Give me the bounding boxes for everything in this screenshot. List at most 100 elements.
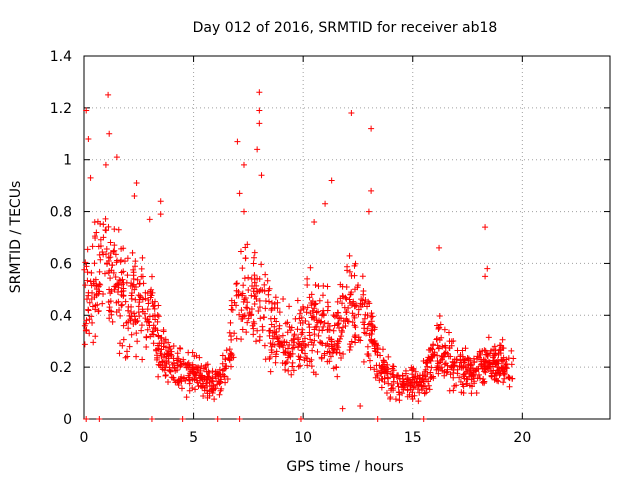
data-point [151,305,158,312]
data-point [459,347,466,354]
data-point [131,310,138,317]
data-point [157,350,164,357]
data-point [464,366,471,373]
data-point [233,280,240,287]
data-point [165,379,172,386]
data-point [228,306,235,313]
data-point [83,263,90,270]
data-point [494,357,501,364]
data-point [89,319,96,326]
data-point [481,363,488,370]
data-point [501,370,508,377]
data-point [254,146,261,153]
data-point [416,376,423,383]
data-point [315,308,322,315]
data-point [201,375,208,382]
data-point [84,246,91,253]
data-point [334,373,341,380]
data-point [96,251,103,258]
y-tick-label: 0 [63,412,72,428]
data-point [299,338,306,345]
data-point [315,317,322,324]
data-point [139,273,146,280]
data-point [276,325,283,332]
data-point [262,271,269,278]
data-point [96,288,103,295]
data-point [185,349,192,356]
data-point [445,353,452,360]
data-point [242,255,249,262]
data-point [430,341,437,348]
data-point [167,368,174,375]
data-point [280,295,287,302]
data-point [428,345,435,352]
data-point [93,282,100,289]
data-point [116,307,123,314]
data-point [506,375,513,382]
data-point [437,358,444,365]
data-point [456,363,463,370]
data-point [128,308,135,315]
data-point [250,331,257,338]
data-point [302,318,309,325]
data-point [130,275,137,282]
data-point [106,315,113,322]
data-point [294,297,301,304]
data-point [388,382,395,389]
data-point [385,353,392,360]
data-point [351,272,358,279]
data-point [250,325,257,332]
data-point [238,315,245,322]
data-point [441,326,448,333]
data-point [423,360,430,367]
data-point [118,302,125,309]
data-point [115,284,122,291]
data-point [137,294,144,301]
data-point [426,386,433,393]
data-point [147,333,154,340]
data-point [135,303,142,310]
data-point [105,258,112,265]
data-point [215,370,222,377]
data-point [309,347,316,354]
data-point [439,352,446,359]
data-point [233,302,240,309]
data-point [240,161,247,168]
data-point [305,341,312,348]
data-point [100,221,107,228]
data-point [379,346,386,353]
data-point [291,331,298,338]
data-point [108,267,115,274]
data-point [136,299,143,306]
data-point [161,367,168,374]
data-point [458,359,465,366]
data-point [333,342,340,349]
data-point [357,403,364,410]
data-point [438,353,445,360]
data-point [89,289,96,296]
data-point [248,305,255,312]
data-point [459,381,466,388]
data-point [233,280,240,287]
data-point [251,301,258,308]
data-point [120,292,127,299]
data-point [505,373,512,380]
data-point [155,373,162,380]
data-point [251,279,258,286]
data-point [304,304,311,311]
data-point [117,277,124,284]
data-point [266,355,273,362]
data-point [416,389,423,396]
data-point [219,352,226,359]
data-point [219,360,226,367]
data-point [92,302,99,309]
data-point [139,308,146,315]
data-point [390,378,397,385]
data-point [239,290,246,297]
data-point [132,258,139,265]
data-point [496,342,503,349]
data-point [335,338,342,345]
data-point [404,387,411,394]
data-point [239,326,246,333]
data-point [204,383,211,390]
